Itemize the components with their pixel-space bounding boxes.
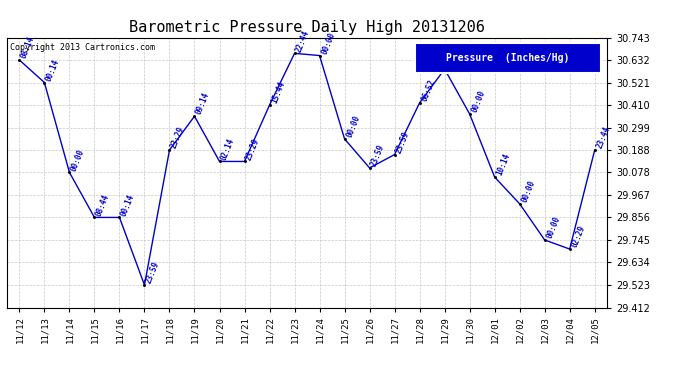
Text: 15:44: 15:44 — [270, 80, 286, 105]
Text: 02:14: 02:14 — [219, 136, 237, 162]
Point — [214, 159, 225, 165]
Point — [164, 147, 175, 153]
Text: 23:59: 23:59 — [370, 143, 386, 168]
Text: 23:59: 23:59 — [395, 130, 412, 154]
Text: 02:29: 02:29 — [570, 224, 586, 249]
Point — [489, 174, 500, 180]
Point — [264, 102, 275, 108]
Text: 22:44: 22:44 — [295, 28, 312, 53]
Point — [464, 111, 475, 117]
Title: Barometric Pressure Daily High 20131206: Barometric Pressure Daily High 20131206 — [129, 20, 485, 35]
Point — [39, 80, 50, 86]
Point — [14, 57, 25, 63]
Text: 23:29: 23:29 — [244, 136, 262, 162]
Text: 10:14: 10:14 — [495, 152, 512, 177]
Point — [539, 237, 550, 243]
Text: 08:44: 08:44 — [95, 193, 112, 217]
Text: 00:00: 00:00 — [520, 179, 537, 204]
Text: 00:00: 00:00 — [344, 114, 362, 139]
Point — [89, 214, 100, 220]
Text: 10:14: 10:14 — [444, 44, 462, 69]
Text: 00:00: 00:00 — [319, 31, 337, 56]
Text: Copyright 2013 Cartronics.com: Copyright 2013 Cartronics.com — [10, 43, 155, 52]
Bar — [415, 43, 601, 73]
Point — [189, 113, 200, 119]
Text: 00:00: 00:00 — [70, 148, 86, 172]
Text: 23:59: 23:59 — [144, 260, 161, 285]
Point — [114, 214, 125, 220]
Text: 08:14: 08:14 — [19, 35, 37, 60]
Text: 09:14: 09:14 — [195, 92, 212, 116]
Text: 23:44: 23:44 — [595, 125, 612, 150]
Text: Pressure  (Inches/Hg): Pressure (Inches/Hg) — [446, 53, 570, 63]
Point — [389, 152, 400, 157]
Point — [289, 50, 300, 56]
Point — [514, 201, 525, 207]
Point — [564, 246, 575, 252]
Text: 00:14: 00:14 — [119, 193, 137, 217]
Point — [139, 282, 150, 288]
Text: 00:00: 00:00 — [544, 215, 562, 240]
Text: 00:00: 00:00 — [470, 89, 486, 114]
Point — [314, 53, 325, 58]
Text: 23:29: 23:29 — [170, 125, 186, 150]
Point — [64, 170, 75, 176]
Point — [439, 66, 450, 72]
Point — [414, 100, 425, 106]
Point — [364, 165, 375, 171]
Text: 06:52: 06:52 — [420, 78, 437, 103]
Point — [239, 159, 250, 165]
Text: 00:14: 00:14 — [44, 58, 61, 82]
Point — [339, 136, 350, 142]
Point — [589, 147, 600, 153]
